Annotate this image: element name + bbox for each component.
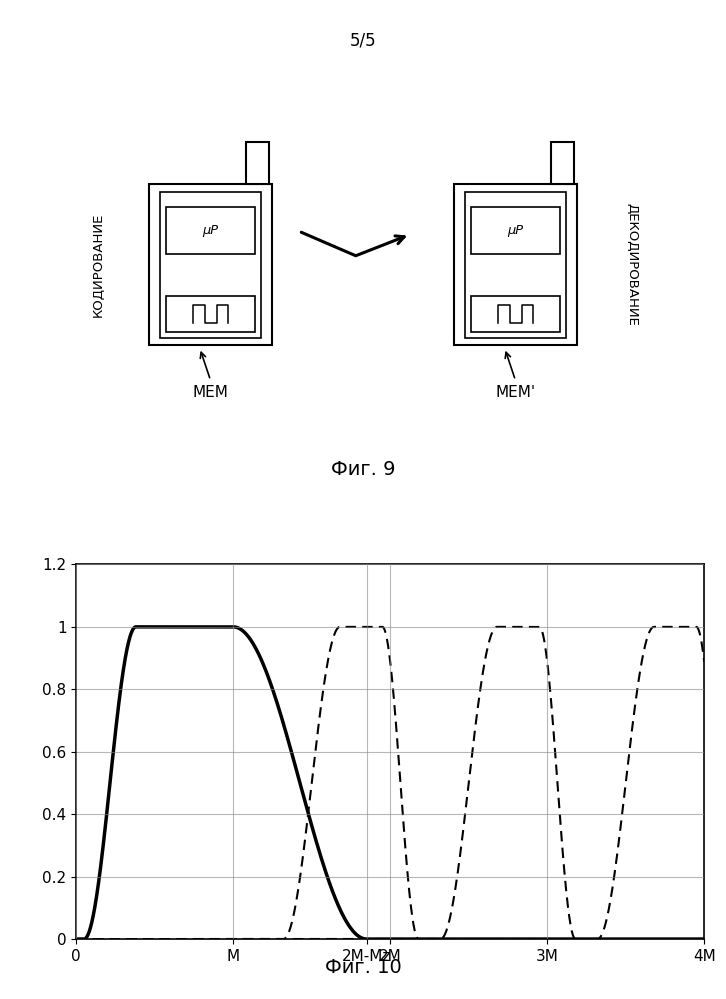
Text: КОДИРОВАНИЕ: КОДИРОВАНИЕ bbox=[91, 213, 105, 317]
Text: Фиг. 10: Фиг. 10 bbox=[325, 958, 401, 977]
Polygon shape bbox=[245, 142, 269, 184]
Text: MEM: MEM bbox=[192, 386, 229, 401]
Polygon shape bbox=[465, 192, 566, 338]
Text: μP: μP bbox=[507, 224, 523, 238]
Polygon shape bbox=[471, 296, 560, 332]
Text: MEM': MEM' bbox=[495, 386, 536, 401]
Polygon shape bbox=[454, 184, 577, 346]
Polygon shape bbox=[471, 208, 560, 254]
Text: 5/5: 5/5 bbox=[350, 32, 376, 50]
Text: ДЕКОДИРОВАНИЕ: ДЕКОДИРОВАНИЕ bbox=[625, 204, 638, 326]
Polygon shape bbox=[149, 184, 272, 346]
Polygon shape bbox=[166, 296, 255, 332]
Text: μP: μP bbox=[203, 224, 219, 238]
Polygon shape bbox=[550, 142, 574, 184]
Polygon shape bbox=[160, 192, 261, 338]
Polygon shape bbox=[166, 208, 255, 254]
Text: Фиг. 9: Фиг. 9 bbox=[331, 460, 395, 480]
